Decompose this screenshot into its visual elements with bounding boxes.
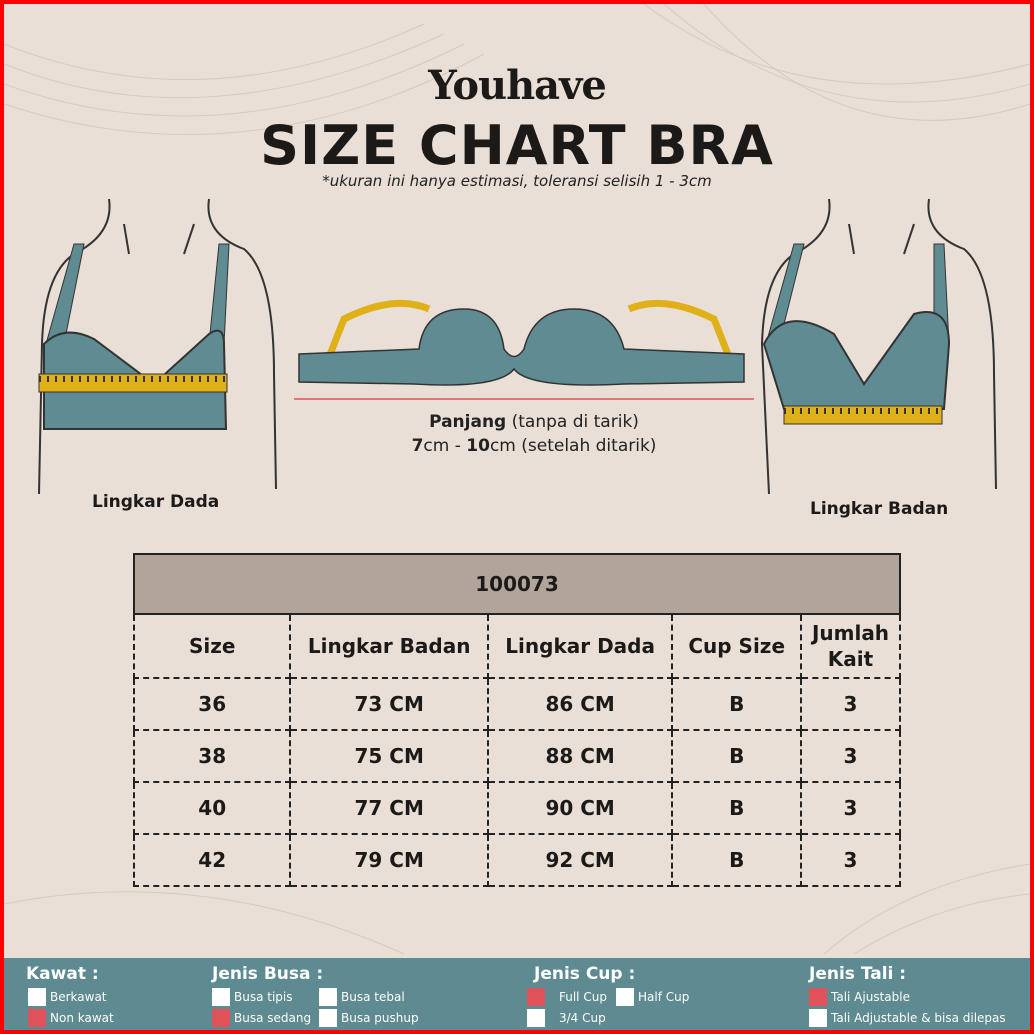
checkbox-icon: [28, 1009, 46, 1027]
table-row: 40 77 CM 90 CM B 3: [132, 781, 902, 835]
page-title: SIZE CHART BRA: [260, 114, 774, 177]
length-label: Panjang: [429, 412, 507, 432]
legend-label: 3/4 Cup: [559, 1011, 606, 1025]
legend-item: Half Cup: [616, 988, 689, 1006]
cell: B: [671, 833, 802, 887]
cell: 86 CM: [486, 677, 674, 731]
length-stretched-note: cm (setelah ditarik): [489, 436, 657, 456]
underbust-measurement-illustration: [760, 198, 997, 494]
cell: 79 CM: [289, 833, 489, 887]
feature-legend: Kawat : Berkawat Non kawat Jenis Busa : …: [4, 958, 1030, 1030]
cell: 75 CM: [289, 729, 489, 783]
legend-item: Non kawat: [28, 1009, 114, 1027]
checkbox-icon: [809, 1009, 827, 1027]
legend-item: Busa sedang: [212, 1009, 311, 1027]
checkbox-icon: [212, 1009, 230, 1027]
legend-label: Busa pushup: [341, 1011, 419, 1025]
legend-title-cup: Jenis Cup :: [534, 964, 636, 984]
legend-title-busa: Jenis Busa :: [212, 964, 324, 984]
size-table: 100073 Size Lingkar Badan Lingkar Dada C…: [132, 553, 902, 887]
checkbox-icon: [319, 988, 337, 1006]
bust-caption: Lingkar Dada: [92, 492, 220, 512]
legend-item: Busa pushup: [319, 1009, 419, 1027]
bust-measurement-illustration: [38, 198, 277, 494]
legend-label: Half Cup: [638, 990, 690, 1004]
column-header: Jumlah Kait: [799, 613, 902, 679]
legend-label: Busa tebal: [341, 990, 405, 1004]
brand-logo: Youhave: [428, 62, 607, 109]
cell: 90 CM: [486, 781, 674, 835]
legend-title-tali: Jenis Tali :: [809, 964, 907, 984]
checkbox-icon: [319, 1009, 337, 1027]
cell: 3: [799, 729, 902, 783]
background-lines-decoration: [4, 4, 1030, 955]
cell: 40: [132, 781, 292, 835]
checkbox-icon: [527, 1009, 545, 1027]
cell: 3: [799, 781, 902, 835]
checkbox-icon: [527, 988, 545, 1006]
legend-label: Berkawat: [50, 990, 107, 1004]
tolerance-note: *ukuran ini hanya estimasi, toleransi se…: [322, 172, 712, 190]
column-header: Cup Size: [671, 613, 802, 679]
legend-item: Busa tebal: [319, 988, 405, 1006]
legend-label: Busa tipis: [234, 990, 293, 1004]
legend-item: Tali Ajustable: [809, 988, 910, 1006]
legend-label: Non kawat: [50, 1011, 114, 1025]
cell: 73 CM: [289, 677, 489, 731]
cell: 38: [132, 729, 292, 783]
legend-label: Busa sedang: [234, 1011, 312, 1025]
legend-item: Full Cup: [527, 988, 607, 1006]
length-caption: Panjang (tanpa di tarik) 7cm - 10cm (set…: [304, 410, 764, 458]
length-note: (tanpa di tarik): [506, 412, 639, 432]
cell: 77 CM: [289, 781, 489, 835]
legend-item: Tali Adjustable & bisa dilepas: [809, 1009, 1006, 1027]
product-code: 100073: [133, 553, 901, 615]
checkbox-icon: [212, 988, 230, 1006]
legend-item: 3/4 Cup: [527, 1009, 606, 1027]
cell: B: [671, 729, 802, 783]
legend-item: Berkawat: [28, 988, 107, 1006]
legend-label: Tali Adjustable & bisa dilepas: [831, 1011, 1006, 1025]
checkbox-icon: [616, 988, 634, 1006]
table-row: 36 73 CM 86 CM B 3: [132, 677, 902, 731]
table-row: 42 79 CM 92 CM B 3: [132, 833, 902, 887]
checkbox-icon: [809, 988, 827, 1006]
legend-label: Full Cup: [559, 990, 607, 1004]
legend-label: Tali Ajustable: [831, 990, 910, 1004]
cell: 3: [799, 677, 902, 731]
cell: 3: [799, 833, 902, 887]
checkbox-icon: [28, 988, 46, 1006]
column-header: Lingkar Dada: [486, 613, 674, 679]
legend-item: Busa tipis: [212, 988, 293, 1006]
legend-title-kawat: Kawat :: [26, 964, 99, 984]
underbust-caption: Lingkar Badan: [810, 499, 949, 519]
cell: B: [671, 677, 802, 731]
length-min: 7: [411, 436, 424, 456]
column-header: Size: [132, 613, 292, 679]
cell: B: [671, 781, 802, 835]
column-header: Lingkar Badan: [289, 613, 489, 679]
length-unit: cm -: [423, 436, 467, 456]
length-max: 10: [466, 436, 490, 456]
cell: 36: [132, 677, 292, 731]
table-row: 38 75 CM 88 CM B 3: [132, 729, 902, 783]
bra-length-illustration: [294, 299, 754, 400]
cell: 88 CM: [486, 729, 674, 783]
cell: 92 CM: [486, 833, 674, 887]
cell: 42: [132, 833, 292, 887]
table-header-row: Size Lingkar Badan Lingkar Dada Cup Size…: [132, 613, 902, 679]
